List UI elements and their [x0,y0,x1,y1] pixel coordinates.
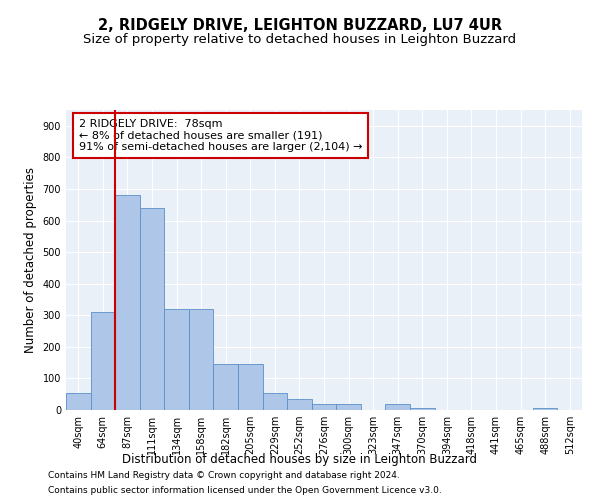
Bar [140,208,164,410]
Bar [189,309,214,410]
Bar [115,196,140,410]
Text: Size of property relative to detached houses in Leighton Buzzard: Size of property relative to detached ho… [83,32,517,46]
Text: Contains HM Land Registry data © Crown copyright and database right 2024.: Contains HM Land Registry data © Crown c… [48,471,400,480]
Bar [91,312,115,410]
Bar [385,404,410,410]
Bar [533,408,557,410]
Text: Contains public sector information licensed under the Open Government Licence v3: Contains public sector information licen… [48,486,442,495]
Bar [312,404,336,410]
Y-axis label: Number of detached properties: Number of detached properties [24,167,37,353]
Text: 2, RIDGELY DRIVE, LEIGHTON BUZZARD, LU7 4UR: 2, RIDGELY DRIVE, LEIGHTON BUZZARD, LU7 … [98,18,502,32]
Text: Distribution of detached houses by size in Leighton Buzzard: Distribution of detached houses by size … [122,452,478,466]
Bar [164,309,189,410]
Bar [238,364,263,410]
Bar [410,408,434,410]
Bar [66,392,91,410]
Text: 2 RIDGELY DRIVE:  78sqm
← 8% of detached houses are smaller (191)
91% of semi-de: 2 RIDGELY DRIVE: 78sqm ← 8% of detached … [79,119,362,152]
Bar [263,392,287,410]
Bar [336,404,361,410]
Bar [214,364,238,410]
Bar [287,399,312,410]
